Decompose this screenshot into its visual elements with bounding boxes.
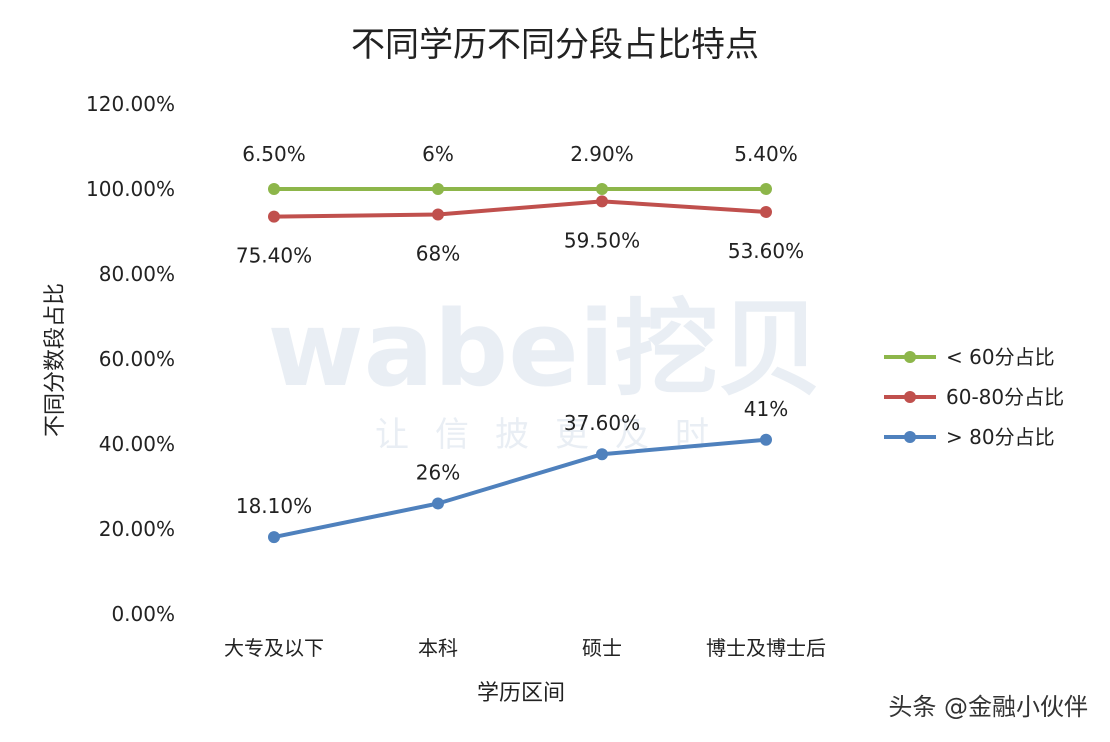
series-line bbox=[272, 437, 768, 540]
legend-label: < 60分占比 bbox=[946, 345, 1055, 369]
x-axis-title: 学历区间 bbox=[477, 681, 565, 706]
data-label: 59.50% bbox=[564, 228, 640, 252]
data-point bbox=[596, 448, 608, 461]
chart-title: 不同学历不同分段占比特点 bbox=[351, 25, 759, 65]
data-label: 41% bbox=[744, 397, 788, 421]
data-label: 26% bbox=[416, 461, 460, 485]
y-axis-ticks: 0.00% 20.00% 40.00% 60.00% 80.00% 100.00% 120.… bbox=[86, 92, 175, 626]
x-axis-ticks: 大专及以下 本科 硕士 博士及博士后 bbox=[224, 636, 826, 660]
watermark-brand: wabei挖贝 bbox=[268, 288, 823, 410]
x-tick-label: 大专及以下 bbox=[224, 636, 324, 660]
data-label: 18.10% bbox=[236, 494, 312, 518]
x-tick-label: 博士及博士后 bbox=[706, 636, 826, 660]
data-label: 5.40% bbox=[734, 142, 798, 166]
data-label: 2.90% bbox=[570, 142, 634, 166]
data-label: 6% bbox=[422, 142, 454, 166]
y-tick-label: 0.00% bbox=[111, 602, 175, 626]
legend-swatch-marker bbox=[904, 351, 916, 363]
data-point bbox=[268, 531, 280, 544]
data-label: 53.60% bbox=[728, 239, 804, 263]
y-tick-label: 80.00% bbox=[99, 262, 175, 286]
data-label: 75.40% bbox=[236, 244, 312, 268]
source-credit: 头条 @金融小伙伴 bbox=[888, 693, 1088, 721]
legend-swatch-marker bbox=[904, 391, 916, 403]
data-point bbox=[760, 433, 772, 446]
series-line bbox=[272, 199, 768, 219]
data-point bbox=[760, 183, 772, 195]
y-tick-label: 100.00% bbox=[86, 177, 175, 201]
data-point bbox=[268, 210, 280, 223]
series-points bbox=[268, 183, 772, 544]
y-tick-label: 40.00% bbox=[99, 432, 175, 456]
series-lines bbox=[272, 187, 768, 540]
data-point bbox=[596, 183, 608, 195]
y-tick-label: 20.00% bbox=[99, 517, 175, 541]
y-tick-label: 120.00% bbox=[86, 92, 175, 116]
data-point bbox=[268, 183, 280, 195]
data-point bbox=[432, 497, 444, 510]
legend: < 60分占比 60-80分占比 > 80分占比 bbox=[884, 345, 1064, 449]
data-point bbox=[432, 208, 444, 221]
data-point bbox=[760, 205, 772, 218]
x-tick-label: 硕士 bbox=[582, 636, 622, 660]
y-axis-title: 不同分数段占比 bbox=[43, 283, 68, 437]
data-labels: 6.50% 6% 2.90% 5.40% 75.40% 68% 59.50% 53.60% 18… bbox=[236, 142, 804, 518]
data-label: 68% bbox=[416, 242, 460, 266]
x-tick-label: 本科 bbox=[418, 636, 458, 660]
data-point bbox=[596, 195, 608, 208]
legend-label: > 80分占比 bbox=[946, 425, 1055, 449]
legend-swatch-marker bbox=[904, 431, 916, 443]
y-tick-label: 60.00% bbox=[99, 347, 175, 371]
data-point bbox=[432, 183, 444, 195]
data-label: 37.60% bbox=[564, 411, 640, 435]
legend-label: 60-80分占比 bbox=[946, 385, 1064, 409]
data-label: 6.50% bbox=[242, 142, 306, 166]
